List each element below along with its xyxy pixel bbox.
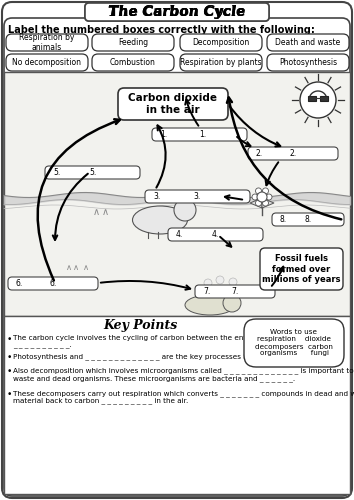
Text: The carbon cycle involves the cycling of carbon between the environment and
_ _ : The carbon cycle involves the cycling of… [13,335,296,349]
Circle shape [257,192,267,202]
Text: Words to use
respiration    dioxide
decomposers  carbon
organisms      fungi: Words to use respiration dioxide decompo… [255,330,333,356]
FancyBboxPatch shape [267,54,349,71]
Circle shape [256,200,262,206]
FancyBboxPatch shape [4,18,350,496]
Text: 3.: 3. [194,192,201,201]
Polygon shape [250,198,262,208]
Text: Feeding: Feeding [118,38,148,47]
Text: 8.: 8. [280,215,287,224]
Circle shape [256,188,262,194]
Text: 1.: 1. [200,130,207,139]
Text: 6.: 6. [49,279,57,288]
Text: •: • [7,367,12,376]
Text: 4.: 4. [212,230,219,239]
FancyBboxPatch shape [145,190,250,203]
FancyBboxPatch shape [244,319,344,367]
Text: Label the numbered boxes correctly with the following:: Label the numbered boxes correctly with … [8,25,315,35]
Circle shape [204,279,212,287]
Circle shape [300,82,336,118]
Text: 2.: 2. [256,149,263,158]
FancyBboxPatch shape [180,54,262,71]
Text: 4.: 4. [176,230,183,239]
Text: Decomposition: Decomposition [192,38,250,47]
Ellipse shape [185,295,235,315]
Text: The Carbon Cycle: The Carbon Cycle [108,5,246,19]
Text: No decomposition: No decomposition [12,58,81,67]
FancyBboxPatch shape [118,88,228,120]
Ellipse shape [132,206,188,234]
Circle shape [263,188,268,194]
Text: Photosynthesis: Photosynthesis [279,58,337,67]
Circle shape [229,278,237,286]
Text: Respiration by plants: Respiration by plants [180,58,262,67]
Text: •: • [7,335,12,344]
Text: The Carbon Cycle: The Carbon Cycle [109,5,245,19]
FancyBboxPatch shape [180,34,262,51]
Text: 3.: 3. [153,192,160,201]
Circle shape [174,199,196,221]
FancyBboxPatch shape [260,248,343,290]
Circle shape [252,194,258,200]
FancyBboxPatch shape [168,228,263,241]
FancyBboxPatch shape [152,128,247,141]
Text: Combustion: Combustion [110,58,156,67]
Text: $\wedge\wedge\wedge$: $\wedge\wedge\wedge$ [65,263,89,272]
Text: Death and waste: Death and waste [275,38,341,47]
FancyBboxPatch shape [6,34,88,51]
Text: 6.: 6. [16,279,23,288]
FancyBboxPatch shape [92,34,174,51]
Text: 7.: 7. [232,287,239,296]
Bar [320,96,328,101]
FancyBboxPatch shape [92,54,174,71]
Circle shape [263,200,268,206]
Text: Photosynthesis and _ _ _ _ _ _ _ _ _ _ _ _ _ are the key processes involved in t: Photosynthesis and _ _ _ _ _ _ _ _ _ _ _… [13,353,320,360]
FancyBboxPatch shape [85,3,269,21]
Text: Carbon dioxide
in the air: Carbon dioxide in the air [129,93,217,115]
Bar [4,316,350,494]
Circle shape [216,276,224,284]
Text: These decomposers carry out respiration which converts _ _ _ _ _ _ _ compounds i: These decomposers carry out respiration … [13,390,354,404]
Text: •: • [7,390,12,399]
Circle shape [266,194,272,200]
FancyBboxPatch shape [195,285,275,298]
Text: Key Points: Key Points [103,320,177,332]
Text: $\wedge\wedge$: $\wedge\wedge$ [92,207,108,217]
FancyBboxPatch shape [8,277,98,290]
Polygon shape [262,198,274,208]
Text: •: • [7,353,12,362]
Text: 2.: 2. [290,149,297,158]
Bar [308,96,316,101]
Text: The Carbon Cycle: The Carbon Cycle [108,5,246,19]
Text: 5.: 5. [53,168,60,177]
Text: Respiration by
animals: Respiration by animals [19,33,75,52]
Circle shape [223,294,241,312]
Text: 7.: 7. [203,287,210,296]
FancyBboxPatch shape [248,147,338,160]
Text: 1.: 1. [160,130,167,139]
FancyBboxPatch shape [6,54,88,71]
FancyBboxPatch shape [85,3,269,21]
FancyBboxPatch shape [267,34,349,51]
Text: 5.: 5. [89,168,96,177]
Text: 8.: 8. [304,215,312,224]
FancyBboxPatch shape [272,213,344,226]
Bar [4,72,350,316]
Text: Fossil fuels
formed over
millions of years: Fossil fuels formed over millions of yea… [262,254,341,284]
FancyBboxPatch shape [45,166,140,179]
Text: Also decomposition which involves microorganisms called _ _ _ _ _ _ _ _ _ _ _ _ : Also decomposition which involves microo… [13,367,354,382]
